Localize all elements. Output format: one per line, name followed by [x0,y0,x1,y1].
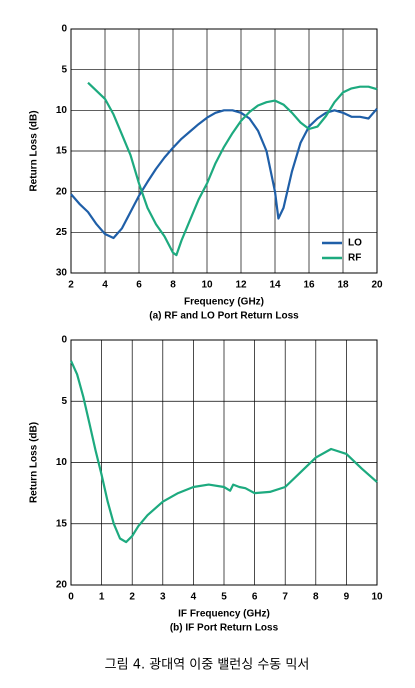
y-tick-label: 0 [61,335,67,346]
line-series [69,360,378,544]
y-tick-label: 5 [61,396,67,407]
y-tick-label: 10 [56,457,68,468]
x-axis-label: IF Frequency (GHz) [178,609,270,620]
x-tick-label: 7 [282,592,288,603]
subtitle: (b) IF Port Return Loss [170,623,279,634]
y-axis-label: Return Loss (dB) [29,110,40,191]
y-tick-label: 0 [61,24,67,35]
x-tick-label: 0 [68,592,74,603]
x-tick-label: 10 [371,592,383,603]
y-tick-label: 20 [56,580,68,591]
legend-label: RF [348,253,361,264]
x-tick-label: 6 [136,280,142,291]
x-tick-label: 6 [252,592,258,603]
line-series [87,81,378,257]
y-tick-label: 30 [56,268,68,279]
y-tick-label: 20 [56,186,68,197]
x-axis-label: Frequency (GHz) [184,297,264,308]
y-tick-label: 15 [56,518,68,529]
x-tick-label: 2 [129,592,135,603]
x-tick-label: 20 [371,280,383,291]
subtitle: (a) RF and LO Port Return Loss [149,311,299,322]
y-tick-label: 10 [56,105,68,116]
y-tick-label: 25 [56,227,68,238]
x-tick-label: 8 [170,280,176,291]
legend-label: LO [348,238,362,249]
x-tick-label: 4 [102,280,108,291]
caption: 그림 4. 광대역 이중 밸런싱 수동 믹서 [105,658,310,673]
x-tick-label: 14 [269,280,281,291]
y-axis-label: Return Loss (dB) [29,422,40,503]
x-tick-label: 10 [201,280,213,291]
x-tick-label: 8 [313,592,319,603]
x-tick-label: 1 [99,592,105,603]
x-tick-label: 18 [337,280,349,291]
y-tick-label: 5 [61,64,67,75]
x-tick-label: 4 [191,592,197,603]
x-tick-label: 16 [303,280,315,291]
x-tick-label: 5 [221,592,227,603]
x-tick-label: 3 [160,592,166,603]
line-series [70,107,378,240]
x-tick-label: 9 [344,592,350,603]
x-tick-label: 12 [235,280,247,291]
x-tick-label: 2 [68,280,74,291]
y-tick-label: 15 [56,146,68,157]
